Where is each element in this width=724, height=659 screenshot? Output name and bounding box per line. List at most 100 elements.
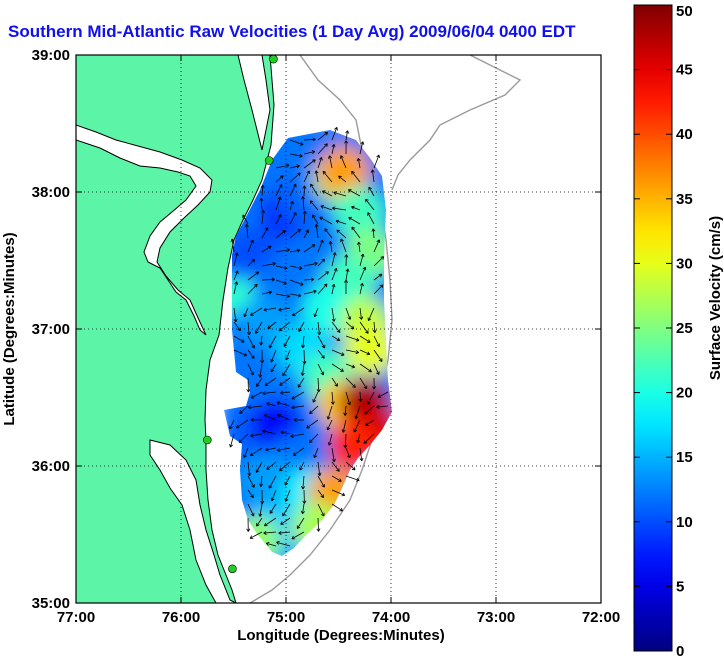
velocity-arrow [345,475,360,482]
bathymetry-contour-offshore [391,55,522,191]
velocity-arrow [247,349,255,359]
velocity-arrow [258,503,263,517]
velocity-arrow [246,321,251,336]
velocity-arrow [377,391,389,398]
velocity-arrow [317,131,328,141]
colorbar-tick-label: 40 [676,126,693,143]
velocity-arrow [331,307,336,322]
velocity-arrow [266,402,277,407]
velocity-arrow [263,414,277,421]
velocity-arrow [289,164,300,169]
velocity-arrow [258,363,263,378]
velocity-arrow [358,391,363,402]
velocity-arrow [331,252,337,267]
velocity-arrow [331,461,340,472]
velocity-arrow [297,377,305,388]
velocity-arrow [280,430,291,435]
velocity-arrow [341,419,347,433]
velocity-arrow [331,321,341,333]
velocity-arrow [229,419,235,430]
velocity-arrow [370,169,375,183]
velocity-arrow [270,349,277,363]
velocity-arrow [275,230,286,239]
velocity-arrow [233,252,239,267]
velocity-arrow [302,349,307,365]
velocity-arrow [328,240,333,253]
velocity-arrow [243,307,249,318]
velocity-arrow [367,307,375,322]
velocity-arrow [317,349,325,359]
colorbar-ticks: 0 5 10 15 20 25 30 35 40 45 50 [634,3,693,659]
velocity-arrow [367,391,375,405]
velocity-arrow [230,238,235,253]
radar-stations [203,55,278,574]
delaware-bay [237,55,271,151]
velocity-arrow [331,503,343,512]
velocity-arrow [277,414,291,421]
velocity-arrow [289,279,304,286]
velocity-arrow [277,447,291,452]
velocity-arrow [317,271,329,281]
velocity-arrow [261,245,272,253]
velocity-arrow [291,531,305,540]
velocity-arrow [309,200,319,211]
y-axis-label: Latitude (Degrees:Minutes) [1,232,18,425]
y-tick-label: 38:00 [32,184,70,201]
velocity-arrow [331,335,341,341]
velocity-arrow [303,261,318,267]
velocity-arrow [354,405,361,420]
velocity-arrow [278,530,291,535]
bathymetry-contour [249,55,393,603]
velocity-arrow [282,503,291,517]
velocity-arrow [289,139,304,146]
velocity-arrow [263,307,277,312]
velocity-arrow [327,433,333,446]
velocity-arrow [365,198,375,211]
velocity-arrow [233,349,248,357]
colorbar-tick-label: 10 [676,514,693,531]
velocity-arrow [344,140,349,155]
velocity-arrow [261,290,272,295]
y-tick-label: 37:00 [32,321,70,338]
velocity-arrow [317,321,322,336]
velocity-arrow [303,229,309,239]
velocity-arrow [250,417,263,422]
velocity-arrow [331,126,338,141]
velocity-arrow [328,155,333,169]
velocity-arrow [296,517,305,529]
velocity-arrow [301,475,306,490]
velocity-arrow [335,219,347,225]
velocity-arrow [309,433,319,444]
velocity-arrow [331,144,336,155]
velocity-arrow [357,241,361,253]
velocity-arrow [289,200,294,211]
x-axis-label: Longitude (Degrees:Minutes) [237,627,445,644]
velocity-arrow [317,335,326,349]
velocity-arrow [345,268,350,281]
y-tick-label: 35:00 [32,595,70,612]
velocity-arrow [320,205,333,211]
velocity-arrow [265,447,277,452]
velocity-arrow [247,503,255,517]
velocity-arrow [340,155,347,169]
velocity-arrow [373,335,380,348]
velocity-arrow [316,517,321,532]
x-tick-label: 72:00 [582,609,620,626]
velocity-arrow [247,461,252,476]
velocity-arrow [302,210,307,225]
velocity-arrow [259,335,264,346]
colorbar-tick-label: 0 [676,643,684,659]
velocity-arrow [262,391,277,396]
velocity-arrow [331,475,342,482]
velocity-arrow [348,216,361,225]
velocity-arrow [236,419,249,429]
velocity-arrow [331,363,344,372]
velocity-arrow [279,377,291,386]
velocity-arrow [278,307,291,312]
velocity-arrow [303,170,310,183]
velocity-arrow [373,363,380,375]
colorbar-tick-label: 35 [676,191,693,208]
velocity-arrow [345,377,356,388]
grid-lines [76,55,601,603]
velocity-arrow [256,517,263,527]
